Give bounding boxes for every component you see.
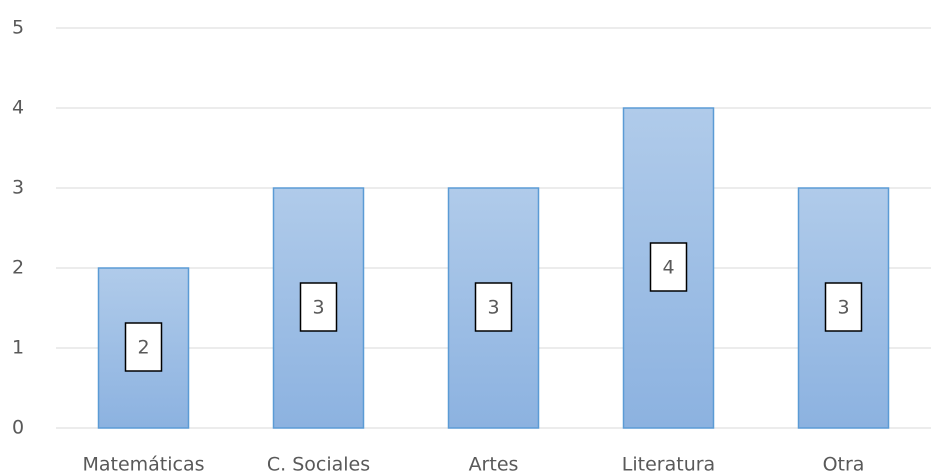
x-tick-label: Otra — [823, 454, 865, 476]
data-label-box — [299, 282, 338, 332]
y-tick-label: 4 — [12, 97, 24, 119]
data-label: 4 — [662, 257, 674, 279]
data-label: 3 — [487, 297, 499, 319]
data-label: 3 — [837, 297, 849, 319]
data-label-box — [474, 282, 513, 332]
data-label: 3 — [312, 297, 324, 319]
data-label: 2 — [137, 337, 149, 359]
y-tick-label: 2 — [12, 257, 24, 279]
x-tick-label: C. Sociales — [267, 454, 370, 476]
x-tick-label: Artes — [469, 454, 519, 476]
x-tick-label: Literatura — [622, 454, 715, 476]
y-tick-label: 1 — [12, 337, 24, 359]
y-tick-label: 3 — [12, 177, 24, 199]
data-label-box — [824, 282, 863, 332]
bar — [97, 267, 190, 429]
y-tick-label: 0 — [12, 417, 24, 439]
data-label-box — [649, 242, 688, 292]
x-tick-label: Matemáticas — [82, 454, 204, 476]
y-tick-label: 5 — [12, 17, 24, 39]
data-label-box — [124, 322, 163, 372]
